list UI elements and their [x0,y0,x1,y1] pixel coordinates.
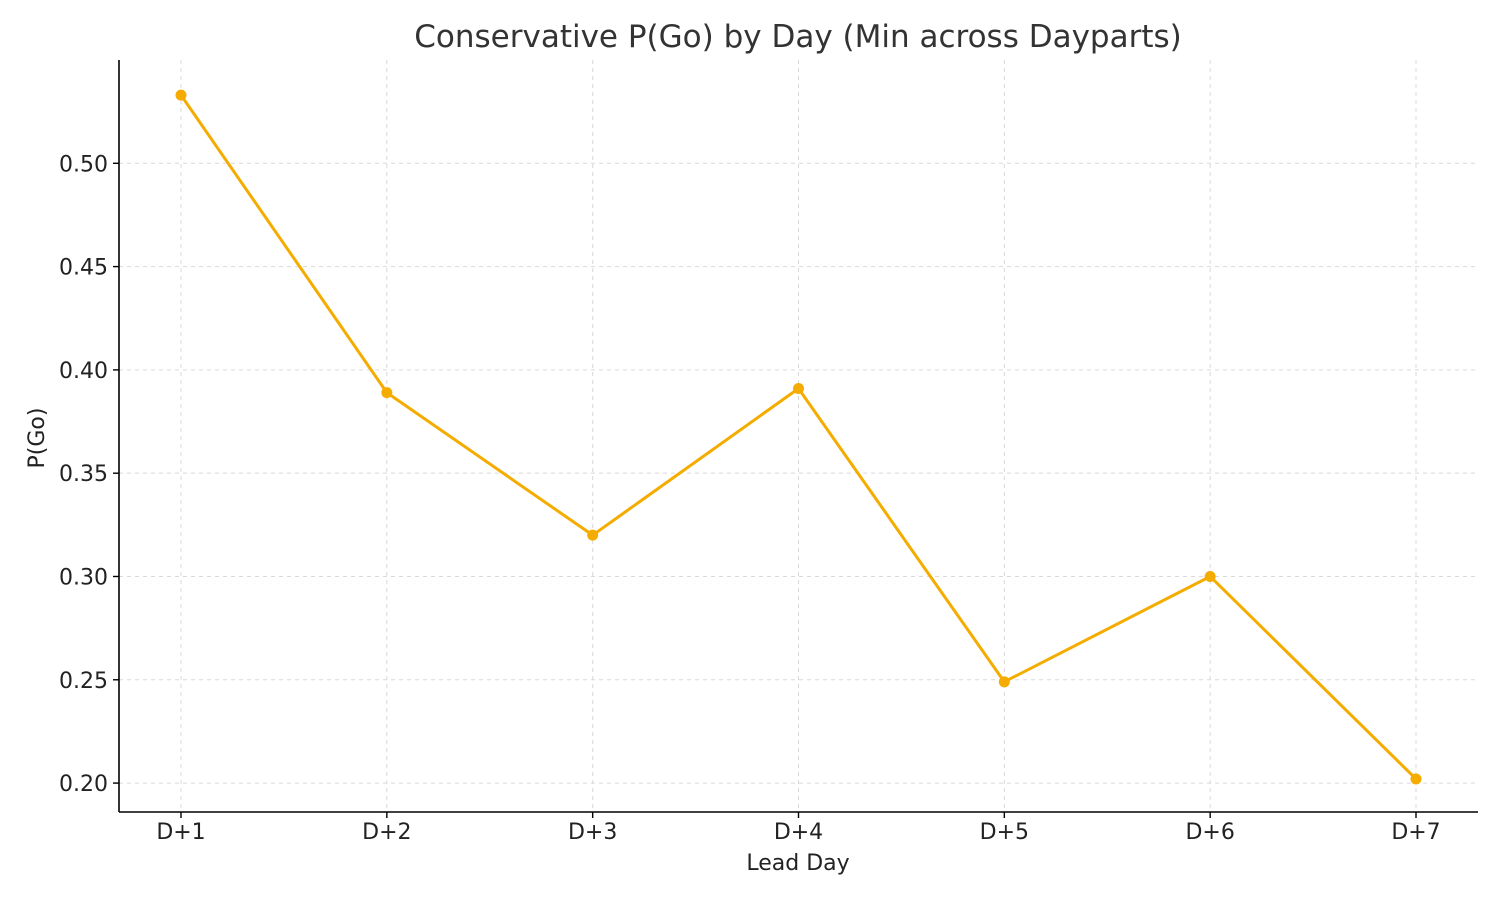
y-tick-label: 0.40 [59,359,108,384]
y-tick-label: 0.20 [59,772,108,797]
x-tick-label: D+1 [156,820,205,845]
data-point [1204,570,1216,582]
x-tick-label: D+4 [774,820,823,845]
data-point [793,382,804,394]
x-axis-label: Lead Day [746,851,849,876]
grid-layer [119,60,1478,812]
x-tick-label: D+3 [568,820,617,845]
data-point [998,676,1010,688]
y-tick-label: 0.25 [59,669,108,694]
x-tick-label: D+2 [362,820,411,845]
y-tick-label: 0.50 [59,152,108,177]
x-tick-label: D+6 [1185,820,1234,845]
y-tick-label: 0.35 [59,462,108,487]
y-tick-label: 0.30 [59,565,108,590]
ticks-layer: 0.20 0.25 0.30 0.35 0.40 0.45 0.50 D+1 D+2 D+3 D+4… [59,152,1441,845]
data-point [1410,773,1422,785]
x-tick-label: D+5 [980,820,1029,845]
data-point [587,529,599,541]
y-tick-label: 0.45 [59,256,108,281]
data-point [381,387,393,399]
data-point [175,89,187,101]
chart-title: Conservative P(Go) by Day (Min across Da… [414,19,1182,55]
x-tick-label: D+7 [1391,820,1440,845]
y-axis-label: P(Go) [25,408,50,469]
series-layer [175,89,1422,785]
